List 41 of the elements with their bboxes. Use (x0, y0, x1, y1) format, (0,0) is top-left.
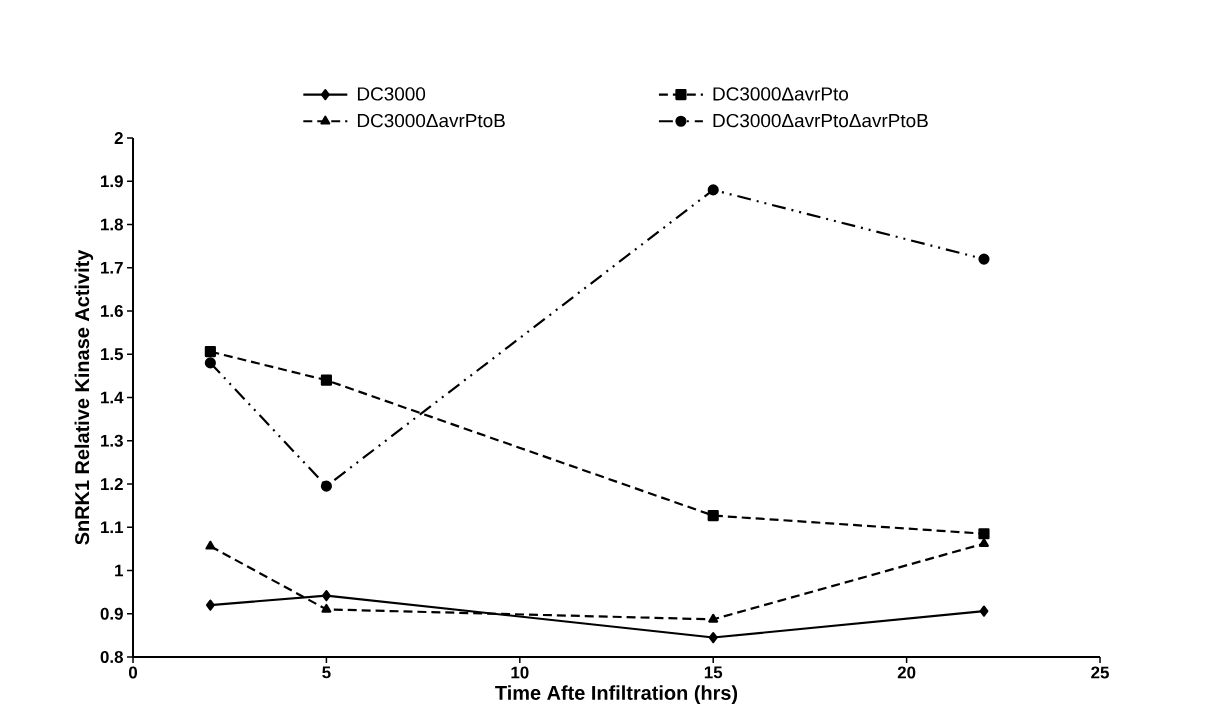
point (204, 346, 216, 358)
y-tick-label: 1.1 (101, 521, 124, 534)
x-tick-label: 25 (1091, 666, 1109, 679)
y-tick-label: 1.6 (101, 304, 123, 317)
point (707, 509, 719, 522)
x-tick-label: 0 (128, 666, 138, 679)
point (978, 528, 990, 540)
legend-label: DC3000ΔavrPtoΔavrPtoB (713, 113, 928, 128)
point (708, 613, 719, 623)
point (978, 538, 989, 548)
y-tick-label: 1 (115, 564, 124, 577)
y-tick-label: 0.8 (100, 650, 123, 663)
point (707, 184, 719, 196)
point (979, 605, 989, 617)
y-tick-label: 1.9 (101, 175, 123, 188)
y-tick-label: 1.2 (101, 478, 123, 490)
legend-label: DC3000ΔavrPtoB (357, 113, 505, 128)
x-tick-label: 5 (322, 666, 331, 679)
point (321, 603, 332, 613)
y-tick-label: 0.9 (100, 607, 123, 620)
y-axis-title: SnRK1 Relative Kinase Activity (74, 249, 94, 545)
y-tick-label: 1.4 (101, 391, 124, 404)
y-tick-label: 1.7 (101, 261, 123, 274)
point (205, 599, 215, 611)
y-tick-label: 1.3 (101, 434, 123, 447)
point (320, 374, 332, 386)
point (320, 480, 332, 492)
x-axis-title: Time Afte Infiltration (hrs) (495, 685, 738, 704)
x-tick-label: 15 (704, 666, 723, 679)
y-tick-label: 1.8 (101, 218, 123, 231)
y-tick-label: 1.5 (101, 348, 124, 361)
point (204, 357, 216, 369)
legend-label: DC3000 (357, 87, 426, 101)
point (321, 589, 331, 602)
x-tick-label: 10 (511, 666, 529, 679)
point (708, 631, 718, 644)
point (205, 540, 216, 550)
x-tick-label: 20 (897, 666, 916, 679)
legend-label: DC3000ΔavrPto (713, 87, 848, 101)
point (978, 253, 990, 265)
y-tick-label: 2 (114, 132, 123, 144)
